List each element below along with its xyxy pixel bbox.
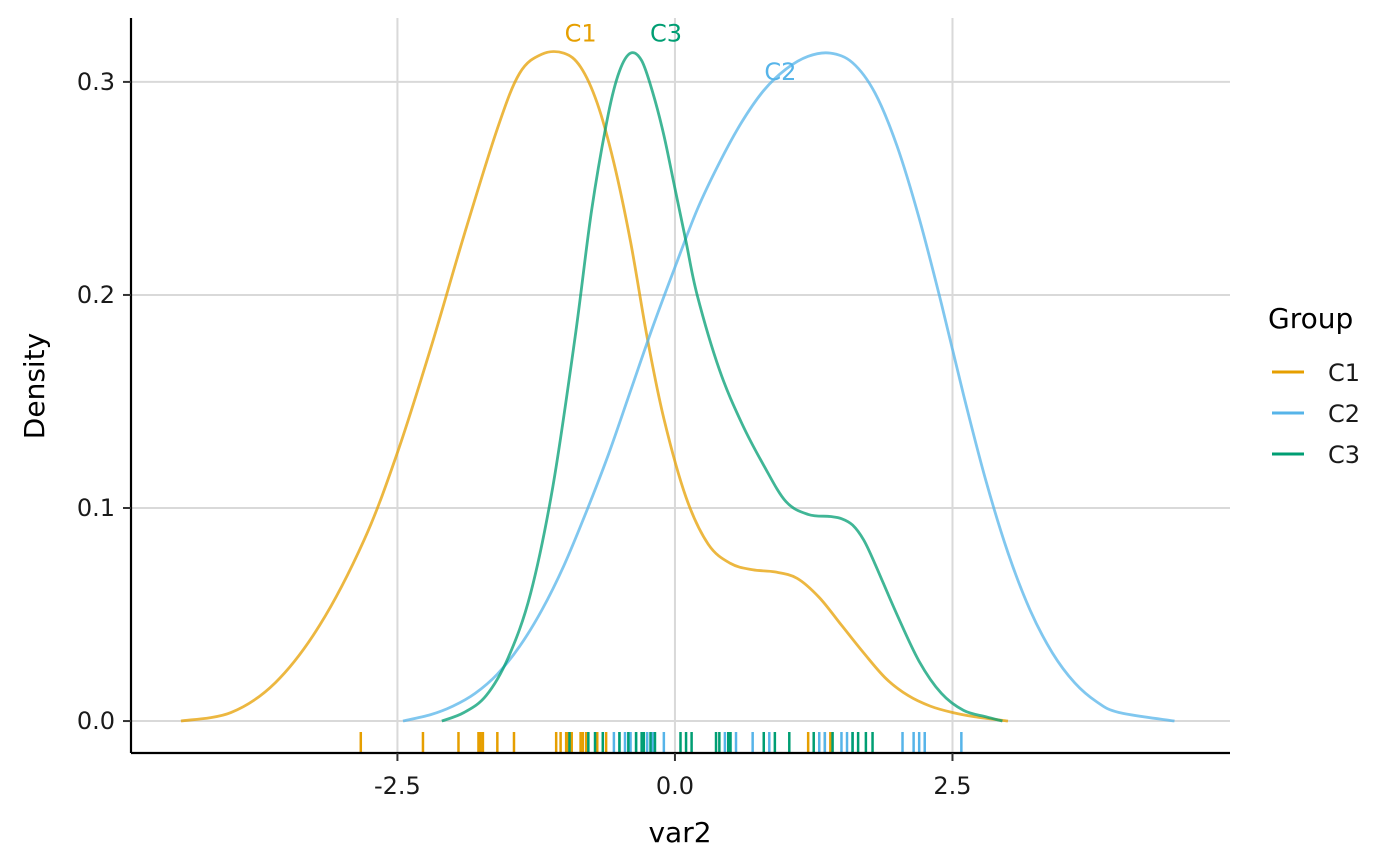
axis-ticks: -2.5 0.0 2.5 0.0 0.1 0.2 0.3 — [77, 68, 972, 800]
density-curve-c3 — [441, 51, 1003, 723]
x-tick-label: 0.0 — [656, 772, 694, 800]
y-tick-label: 0.0 — [77, 707, 115, 735]
x-axis-title: var2 — [648, 816, 711, 849]
density-curve-c2 — [402, 51, 1175, 723]
curve-label-c1: C1 — [565, 19, 597, 47]
curve-labels: C1 C2 C3 — [565, 19, 797, 85]
curve-label-c2: C2 — [764, 58, 796, 86]
legend-label-c1: C1 — [1328, 359, 1360, 387]
axes — [129, 18, 1230, 755]
curve-label-c3: C3 — [650, 19, 682, 47]
legend-label-c2: C2 — [1328, 400, 1360, 428]
legend-label-c3: C3 — [1328, 441, 1360, 469]
y-tick-label: 0.1 — [77, 494, 115, 522]
y-tick-label: 0.3 — [77, 68, 115, 96]
legend: Group C1 C2 C3 — [1268, 302, 1360, 469]
rug-marks — [359, 732, 963, 752]
gridlines — [131, 18, 1230, 753]
density-curves — [180, 50, 1175, 723]
density-curve-c1 — [180, 50, 1009, 723]
x-tick-label: -2.5 — [374, 772, 421, 800]
y-axis-title: Density — [18, 333, 51, 439]
legend-title: Group — [1268, 302, 1353, 335]
x-tick-label: 2.5 — [933, 772, 971, 800]
y-tick-label: 0.2 — [77, 281, 115, 309]
